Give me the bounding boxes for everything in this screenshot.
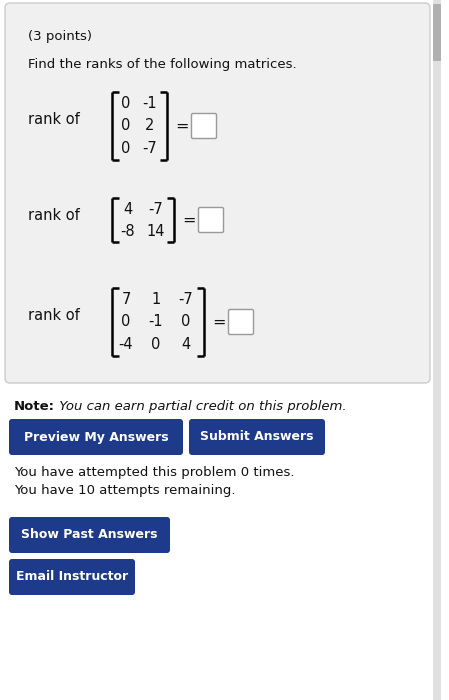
Text: 0: 0 <box>151 337 161 352</box>
Text: You have attempted this problem 0 times.: You have attempted this problem 0 times. <box>14 466 295 479</box>
Text: =: = <box>212 314 225 330</box>
FancyBboxPatch shape <box>189 419 325 455</box>
FancyBboxPatch shape <box>433 0 441 700</box>
FancyBboxPatch shape <box>9 559 135 595</box>
Text: 7: 7 <box>121 292 131 307</box>
Text: You can earn partial credit on this problem.: You can earn partial credit on this prob… <box>55 400 347 413</box>
FancyBboxPatch shape <box>5 3 430 383</box>
Text: 14: 14 <box>147 223 165 239</box>
Text: rank of: rank of <box>28 307 80 323</box>
Text: -1: -1 <box>143 96 157 111</box>
Text: Note:: Note: <box>14 400 55 413</box>
Text: -1: -1 <box>149 314 163 330</box>
FancyBboxPatch shape <box>9 419 183 455</box>
Text: (3 points): (3 points) <box>28 30 92 43</box>
Text: Email Instructor: Email Instructor <box>16 570 128 584</box>
FancyBboxPatch shape <box>229 309 254 335</box>
FancyBboxPatch shape <box>433 4 441 61</box>
Text: =: = <box>175 118 189 134</box>
Text: Submit Answers: Submit Answers <box>200 430 314 444</box>
Text: 4: 4 <box>181 337 191 352</box>
Text: Find the ranks of the following matrices.: Find the ranks of the following matrices… <box>28 58 297 71</box>
Text: 2: 2 <box>145 118 155 134</box>
FancyBboxPatch shape <box>192 113 216 139</box>
Text: You have 10 attempts remaining.: You have 10 attempts remaining. <box>14 484 235 497</box>
FancyBboxPatch shape <box>198 207 224 232</box>
Text: 0: 0 <box>181 314 191 330</box>
Text: 4: 4 <box>123 202 132 216</box>
Text: Preview My Answers: Preview My Answers <box>24 430 168 444</box>
Text: 0: 0 <box>121 314 131 330</box>
Text: Show Past Answers: Show Past Answers <box>21 528 158 542</box>
Text: rank of: rank of <box>28 113 80 127</box>
Text: 0: 0 <box>121 118 131 134</box>
Text: 0: 0 <box>121 141 131 156</box>
Text: -4: -4 <box>119 337 133 352</box>
Text: -7: -7 <box>143 141 158 156</box>
Text: -7: -7 <box>149 202 163 216</box>
Text: -7: -7 <box>179 292 194 307</box>
Text: rank of: rank of <box>28 207 80 223</box>
Text: =: = <box>182 213 195 228</box>
Text: -8: -8 <box>121 223 135 239</box>
Text: 1: 1 <box>151 292 161 307</box>
FancyBboxPatch shape <box>9 517 170 553</box>
Text: 0: 0 <box>121 96 131 111</box>
